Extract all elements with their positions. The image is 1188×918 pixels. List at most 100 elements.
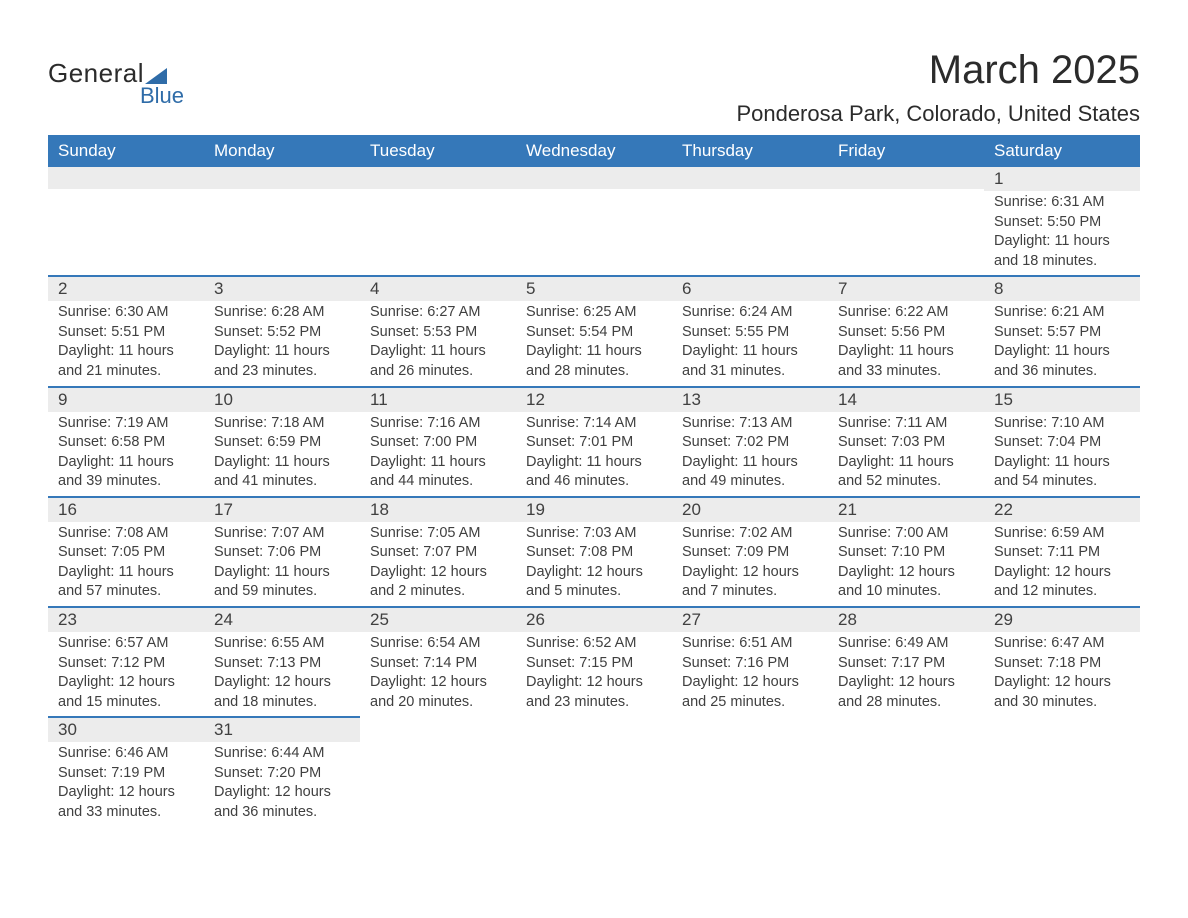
sunset-text: Sunset: 7:20 PM	[214, 764, 350, 784]
sunset-text: Sunset: 5:53 PM	[370, 323, 506, 343]
daylight-line1: Daylight: 11 hours	[214, 342, 350, 362]
sunrise-text: Sunrise: 6:27 AM	[370, 303, 506, 323]
sunrise-text: Sunrise: 6:51 AM	[682, 634, 818, 654]
sunrise-text: Sunrise: 7:02 AM	[682, 524, 818, 544]
sunrise-text: Sunrise: 6:28 AM	[214, 303, 350, 323]
day-content: Sunrise: 6:22 AMSunset: 5:56 PMDaylight:…	[828, 301, 984, 385]
daylight-line2: and 21 minutes.	[58, 362, 194, 382]
daylight-line1: Daylight: 11 hours	[682, 342, 818, 362]
calendar-cell-empty	[48, 167, 204, 276]
sunset-text: Sunset: 5:54 PM	[526, 323, 662, 343]
day-number: 6	[672, 277, 828, 301]
daylight-line1: Daylight: 12 hours	[58, 673, 194, 693]
calendar-cell: 22Sunrise: 6:59 AMSunset: 7:11 PMDayligh…	[984, 497, 1140, 607]
daylight-line1: Daylight: 11 hours	[994, 232, 1130, 252]
calendar-cell: 8Sunrise: 6:21 AMSunset: 5:57 PMDaylight…	[984, 276, 1140, 386]
daylight-line1: Daylight: 12 hours	[214, 673, 350, 693]
calendar-cell: 25Sunrise: 6:54 AMSunset: 7:14 PMDayligh…	[360, 607, 516, 717]
weekday-header: Wednesday	[516, 135, 672, 167]
day-number	[672, 167, 828, 189]
calendar-cell: 31Sunrise: 6:44 AMSunset: 7:20 PMDayligh…	[204, 717, 360, 826]
calendar-cell: 23Sunrise: 6:57 AMSunset: 7:12 PMDayligh…	[48, 607, 204, 717]
day-number	[516, 717, 672, 739]
day-content: Sunrise: 6:59 AMSunset: 7:11 PMDaylight:…	[984, 522, 1140, 606]
logo-triangle-icon	[145, 68, 167, 84]
day-number: 15	[984, 388, 1140, 412]
sunset-text: Sunset: 7:09 PM	[682, 543, 818, 563]
day-number: 30	[48, 718, 204, 742]
daylight-line2: and 49 minutes.	[682, 472, 818, 492]
daylight-line1: Daylight: 11 hours	[370, 453, 506, 473]
day-content: Sunrise: 6:49 AMSunset: 7:17 PMDaylight:…	[828, 632, 984, 716]
daylight-line2: and 36 minutes.	[994, 362, 1130, 382]
day-content: Sunrise: 7:05 AMSunset: 7:07 PMDaylight:…	[360, 522, 516, 606]
day-content: Sunrise: 6:46 AMSunset: 7:19 PMDaylight:…	[48, 742, 204, 826]
daylight-line2: and 18 minutes.	[994, 252, 1130, 272]
sunset-text: Sunset: 6:59 PM	[214, 433, 350, 453]
sunrise-text: Sunrise: 6:54 AM	[370, 634, 506, 654]
day-content: Sunrise: 6:47 AMSunset: 7:18 PMDaylight:…	[984, 632, 1140, 716]
day-content: Sunrise: 6:25 AMSunset: 5:54 PMDaylight:…	[516, 301, 672, 385]
calendar-cell: 12Sunrise: 7:14 AMSunset: 7:01 PMDayligh…	[516, 387, 672, 497]
weekday-header: Monday	[204, 135, 360, 167]
day-number	[672, 717, 828, 739]
day-content: Sunrise: 7:02 AMSunset: 7:09 PMDaylight:…	[672, 522, 828, 606]
daylight-line1: Daylight: 12 hours	[526, 673, 662, 693]
sunrise-text: Sunrise: 6:22 AM	[838, 303, 974, 323]
day-number: 13	[672, 388, 828, 412]
calendar-cell: 20Sunrise: 7:02 AMSunset: 7:09 PMDayligh…	[672, 497, 828, 607]
day-number: 3	[204, 277, 360, 301]
day-number: 10	[204, 388, 360, 412]
day-number: 9	[48, 388, 204, 412]
daylight-line2: and 7 minutes.	[682, 582, 818, 602]
daylight-line2: and 52 minutes.	[838, 472, 974, 492]
day-number	[360, 167, 516, 189]
day-content: Sunrise: 7:16 AMSunset: 7:00 PMDaylight:…	[360, 412, 516, 496]
daylight-line2: and 23 minutes.	[526, 693, 662, 713]
sunrise-text: Sunrise: 6:55 AM	[214, 634, 350, 654]
calendar-cell: 28Sunrise: 6:49 AMSunset: 7:17 PMDayligh…	[828, 607, 984, 717]
daylight-line2: and 33 minutes.	[838, 362, 974, 382]
calendar-cell: 2Sunrise: 6:30 AMSunset: 5:51 PMDaylight…	[48, 276, 204, 386]
sunrise-text: Sunrise: 6:59 AM	[994, 524, 1130, 544]
daylight-line1: Daylight: 11 hours	[370, 342, 506, 362]
daylight-line1: Daylight: 11 hours	[58, 453, 194, 473]
sunset-text: Sunset: 7:10 PM	[838, 543, 974, 563]
calendar-table: SundayMondayTuesdayWednesdayThursdayFrid…	[48, 135, 1140, 827]
day-content: Sunrise: 7:03 AMSunset: 7:08 PMDaylight:…	[516, 522, 672, 606]
sunrise-text: Sunrise: 6:57 AM	[58, 634, 194, 654]
sunset-text: Sunset: 7:13 PM	[214, 654, 350, 674]
sunset-text: Sunset: 7:19 PM	[58, 764, 194, 784]
day-number: 24	[204, 608, 360, 632]
day-content: Sunrise: 6:30 AMSunset: 5:51 PMDaylight:…	[48, 301, 204, 385]
calendar-cell: 13Sunrise: 7:13 AMSunset: 7:02 PMDayligh…	[672, 387, 828, 497]
sunset-text: Sunset: 5:57 PM	[994, 323, 1130, 343]
day-number: 5	[516, 277, 672, 301]
day-number: 16	[48, 498, 204, 522]
calendar-cell-empty	[984, 717, 1140, 826]
sunset-text: Sunset: 7:16 PM	[682, 654, 818, 674]
daylight-line2: and 54 minutes.	[994, 472, 1130, 492]
day-content: Sunrise: 6:44 AMSunset: 7:20 PMDaylight:…	[204, 742, 360, 826]
calendar-cell: 1Sunrise: 6:31 AMSunset: 5:50 PMDaylight…	[984, 167, 1140, 276]
daylight-line1: Daylight: 11 hours	[838, 453, 974, 473]
daylight-line2: and 59 minutes.	[214, 582, 350, 602]
daylight-line1: Daylight: 12 hours	[682, 563, 818, 583]
daylight-line1: Daylight: 12 hours	[994, 563, 1130, 583]
daylight-line2: and 2 minutes.	[370, 582, 506, 602]
calendar-cell-empty	[516, 167, 672, 276]
daylight-line1: Daylight: 12 hours	[682, 673, 818, 693]
daylight-line2: and 23 minutes.	[214, 362, 350, 382]
calendar-cell: 4Sunrise: 6:27 AMSunset: 5:53 PMDaylight…	[360, 276, 516, 386]
calendar-cell-empty	[672, 167, 828, 276]
day-content: Sunrise: 6:21 AMSunset: 5:57 PMDaylight:…	[984, 301, 1140, 385]
day-number: 23	[48, 608, 204, 632]
day-content: Sunrise: 7:08 AMSunset: 7:05 PMDaylight:…	[48, 522, 204, 606]
day-number: 19	[516, 498, 672, 522]
title-block: March 2025 Ponderosa Park, Colorado, Uni…	[736, 48, 1140, 127]
sunset-text: Sunset: 7:14 PM	[370, 654, 506, 674]
daylight-line2: and 39 minutes.	[58, 472, 194, 492]
logo: General Blue	[48, 58, 184, 109]
sunset-text: Sunset: 7:07 PM	[370, 543, 506, 563]
daylight-line2: and 30 minutes.	[994, 693, 1130, 713]
